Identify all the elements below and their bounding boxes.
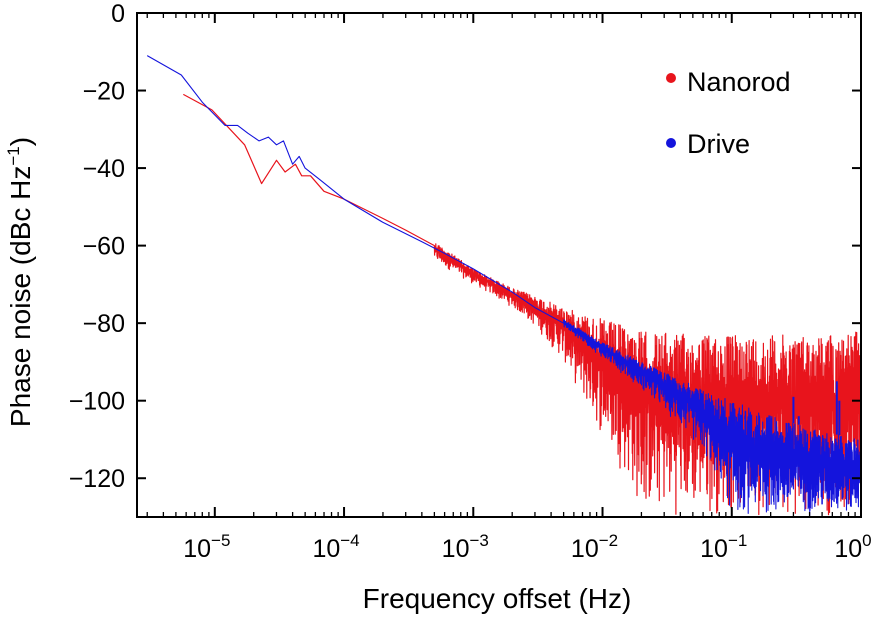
legend: Nanorod Drive bbox=[666, 67, 791, 159]
ticks-layer: 0 −20 −40 −60 −80 −100 −120 10−5 10−4 10−3 10−2 10−… bbox=[69, 0, 872, 563]
series-line-nanorod bbox=[183, 93, 861, 516]
x-tick-label-1: 10−4 bbox=[312, 531, 359, 563]
legend-marker-drive bbox=[666, 138, 676, 148]
series-nanorod bbox=[183, 93, 861, 516]
y-tick-label-3: −60 bbox=[83, 233, 125, 261]
y-tick-label-2: −40 bbox=[83, 155, 125, 183]
series-layer bbox=[146, 55, 861, 517]
plot-frame bbox=[136, 12, 862, 518]
y-axis-label: Phase noise (dBc Hz−1) bbox=[4, 137, 36, 427]
y-tick-label-6: −120 bbox=[69, 465, 125, 493]
y-axis-label-tail: ) bbox=[5, 137, 36, 146]
x-tick-label-4: 10−1 bbox=[700, 531, 747, 563]
axes-layer bbox=[136, 12, 862, 518]
y-tick-label-4: −80 bbox=[83, 310, 125, 338]
y-tick-label-5: −100 bbox=[69, 388, 125, 416]
legend-marker-nanorod bbox=[666, 73, 676, 83]
y-tick-label-1: −20 bbox=[83, 78, 125, 106]
x-tick-label-0: 10−5 bbox=[183, 531, 230, 563]
series-line-drive bbox=[146, 55, 861, 517]
x-tick-label-2: 10−3 bbox=[442, 531, 489, 563]
x-tick-label-5: 100 bbox=[834, 531, 871, 563]
y-tick-label-0: 0 bbox=[111, 0, 125, 28]
legend-label-nanorod: Nanorod bbox=[687, 67, 791, 97]
x-axis-label: Frequency offset (Hz) bbox=[363, 583, 632, 614]
y-axis-label-main: Phase noise (dBc Hz bbox=[5, 166, 36, 427]
x-tick-label-3: 10−2 bbox=[571, 531, 618, 563]
series-drive bbox=[146, 55, 861, 517]
legend-label-drive: Drive bbox=[687, 129, 750, 159]
y-axis-label-sup: −1 bbox=[4, 146, 23, 165]
